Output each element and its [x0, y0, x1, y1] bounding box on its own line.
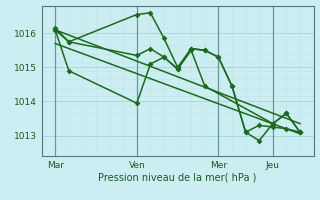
X-axis label: Pression niveau de la mer( hPa ): Pression niveau de la mer( hPa )	[99, 173, 257, 183]
